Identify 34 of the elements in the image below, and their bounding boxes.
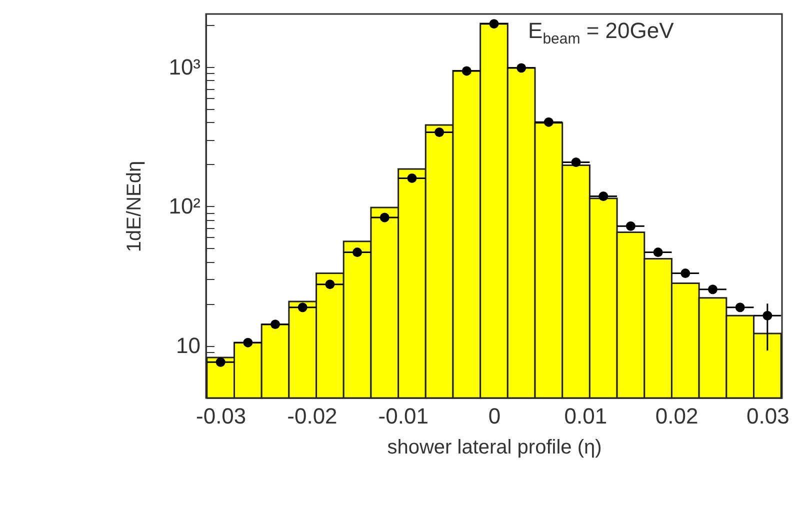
point	[216, 357, 226, 367]
point	[762, 310, 772, 320]
point	[653, 248, 663, 258]
y-tick-label: 10	[176, 333, 200, 358]
point	[626, 221, 636, 231]
point	[243, 338, 253, 348]
x-tick-label: -0.02	[287, 404, 338, 428]
point	[434, 127, 444, 137]
y-tick-label: 10³	[168, 54, 200, 80]
point	[325, 280, 335, 290]
point	[462, 66, 472, 76]
point	[380, 212, 390, 222]
point	[298, 302, 308, 312]
point	[407, 173, 417, 183]
point	[516, 63, 526, 73]
x-tick-label: 0.01	[564, 404, 608, 428]
x-tick-label: -0.03	[196, 404, 246, 428]
point	[708, 284, 718, 294]
annotation-text: E$_{beam}$ = 20GeV	[528, 18, 674, 48]
point	[571, 158, 581, 167]
point	[598, 191, 608, 201]
x-tick-label: -0.01	[378, 404, 428, 428]
point	[680, 268, 690, 278]
y-axis-title: 1dE/NEdη	[124, 160, 146, 252]
x-tick-label: 0	[488, 404, 501, 428]
point	[489, 19, 499, 29]
point	[352, 248, 362, 258]
x-tick-label: 0.02	[655, 404, 698, 428]
point	[544, 117, 554, 127]
y-tick-label: 10²	[168, 194, 200, 219]
x-axis-title: shower lateral profile (η)	[387, 436, 602, 458]
point	[735, 302, 745, 312]
x-tick-label: 0.03	[746, 404, 790, 428]
point	[270, 320, 280, 330]
